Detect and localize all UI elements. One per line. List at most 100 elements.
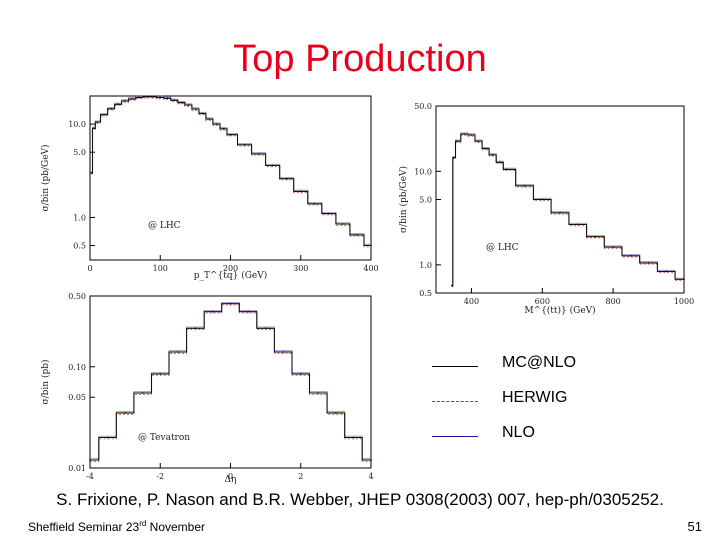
data-point — [159, 96, 162, 99]
data-point — [463, 133, 466, 136]
data-point — [491, 153, 494, 156]
data-point — [484, 147, 487, 150]
mcnlo-curve — [91, 96, 371, 247]
x-tick-label: -4 — [86, 472, 94, 481]
data-point — [647, 261, 650, 264]
data-point — [313, 202, 316, 205]
x-tick-label: 300 — [293, 264, 308, 273]
x-axis-label: p_T^{tq} (GeV) — [194, 270, 268, 281]
footer-seminar-pre: Sheffield Seminar 23 — [28, 520, 140, 534]
y-tick-label: 10.0 — [68, 120, 86, 129]
data-point — [451, 284, 453, 287]
y-axis-label: σ/bin (pb/GeV) — [398, 166, 409, 233]
legend-label-mcnlo: MC@NLO — [502, 354, 577, 371]
x-tick-label: 600 — [535, 297, 550, 306]
footer-seminar-post: November — [146, 520, 205, 534]
data-point — [90, 172, 93, 174]
plot-frame — [89, 295, 372, 469]
y-tick-label: 1.0 — [73, 213, 86, 222]
data-point — [152, 95, 155, 98]
legend-item-mcnlo: MC@NLO — [432, 352, 692, 376]
data-point — [523, 184, 526, 187]
data-point — [103, 113, 105, 116]
herwig-curve — [90, 304, 371, 462]
plot-top-left: 10.0 5.0 1.0 0.5 0 100 200 300 400 p_T^{tq} (GeV)… — [38, 88, 383, 288]
y-tick-label: 5.0 — [73, 148, 86, 157]
data-point — [131, 98, 134, 100]
x-tick-label: 400 — [464, 297, 479, 306]
herwig-curve — [91, 97, 371, 248]
data-point — [124, 412, 127, 414]
data-point — [173, 99, 176, 102]
x-tick-label: 100 — [153, 264, 168, 273]
data-point — [576, 223, 579, 226]
y-tick-label: 0.5 — [419, 289, 432, 298]
data-point — [352, 436, 355, 439]
legend-line-mcnlo — [432, 366, 478, 367]
legend-item-herwig: HERWIG — [432, 387, 692, 411]
y-tick-label: 0.01 — [68, 464, 86, 473]
data-point — [215, 123, 218, 125]
data-point — [141, 392, 144, 394]
x-tick-label: 0 — [228, 472, 233, 481]
data-point — [229, 133, 232, 136]
data-point — [370, 244, 372, 247]
data-point — [194, 108, 197, 110]
data-point — [299, 190, 302, 193]
y-axis-label: σ/bin (pb) — [40, 359, 51, 404]
data-point — [243, 143, 246, 146]
data-point — [594, 235, 597, 238]
x-tick-label: 800 — [606, 297, 621, 306]
y-tick-label: 10.0 — [414, 167, 432, 176]
data-point — [92, 127, 95, 130]
chart-delta-eta: 0.50 0.10 0.05 0.01-4 -2 0 2 4 Δη σ/bin (pb) @ Tev… — [40, 292, 374, 485]
y-tick-label: 0.05 — [68, 393, 86, 402]
nlo-curve — [91, 95, 371, 245]
data-point — [124, 100, 127, 102]
data-point — [194, 327, 197, 330]
data-point — [498, 161, 501, 164]
x-tick-label: 4 — [368, 472, 373, 481]
data-point — [257, 152, 260, 155]
plot-frame — [89, 95, 372, 261]
legend-label-nlo: NLO — [502, 424, 535, 441]
data-point — [145, 95, 148, 98]
legend-item-nlo: NLO — [432, 422, 692, 446]
x-tick-label: 400 — [363, 264, 378, 273]
data-point — [247, 310, 249, 313]
y-tick-label: 5.0 — [419, 196, 432, 205]
x-tick-label: 2 — [298, 472, 303, 481]
data-point — [327, 212, 330, 215]
legend-line-herwig — [432, 401, 478, 402]
legend-label-herwig: HERWIG — [502, 389, 568, 406]
page-number: 51 — [687, 519, 702, 534]
y-tick-label: 0.10 — [68, 363, 86, 372]
data-point — [89, 459, 91, 461]
data-point — [96, 121, 98, 124]
data-point — [683, 278, 685, 281]
herwig-curve — [451, 135, 684, 288]
data-point — [229, 302, 232, 305]
data-point — [106, 436, 109, 439]
data-point — [456, 140, 459, 143]
data-point — [264, 327, 267, 330]
data-point — [541, 198, 544, 201]
nlo-curve — [90, 302, 371, 460]
nlo-curve — [451, 132, 684, 285]
data-point — [477, 140, 480, 143]
footer-seminar: Sheffield Seminar 23rd November — [28, 519, 205, 534]
data-point — [208, 118, 211, 121]
plot-bottom-left: 0.50 0.10 0.05 0.01 -4 -2 0 2 4 Δη σ/bin (pb) @ Tev… — [38, 288, 383, 486]
chart-mtt: 50.0 10.0 5.0 1.0 0.5 400 600 800 1000 M^{(tt)} (… — [398, 102, 694, 316]
data-point — [271, 164, 274, 167]
data-point — [334, 412, 337, 414]
data-point — [505, 168, 508, 171]
footer-seminar-sup: rd — [139, 519, 147, 528]
data-point — [629, 254, 632, 257]
y-axis-label: σ/bin (pb/GeV) — [40, 144, 51, 211]
y-tick-label: 50.0 — [414, 102, 432, 111]
x-tick-label: 200 — [223, 264, 238, 273]
data-point — [117, 103, 119, 106]
chart-pt: 10.0 5.0 1.0 0.5 0 100 200 300 400 p_T^{tq} (GeV)… — [40, 95, 379, 281]
x-tick-label: -2 — [156, 472, 164, 481]
